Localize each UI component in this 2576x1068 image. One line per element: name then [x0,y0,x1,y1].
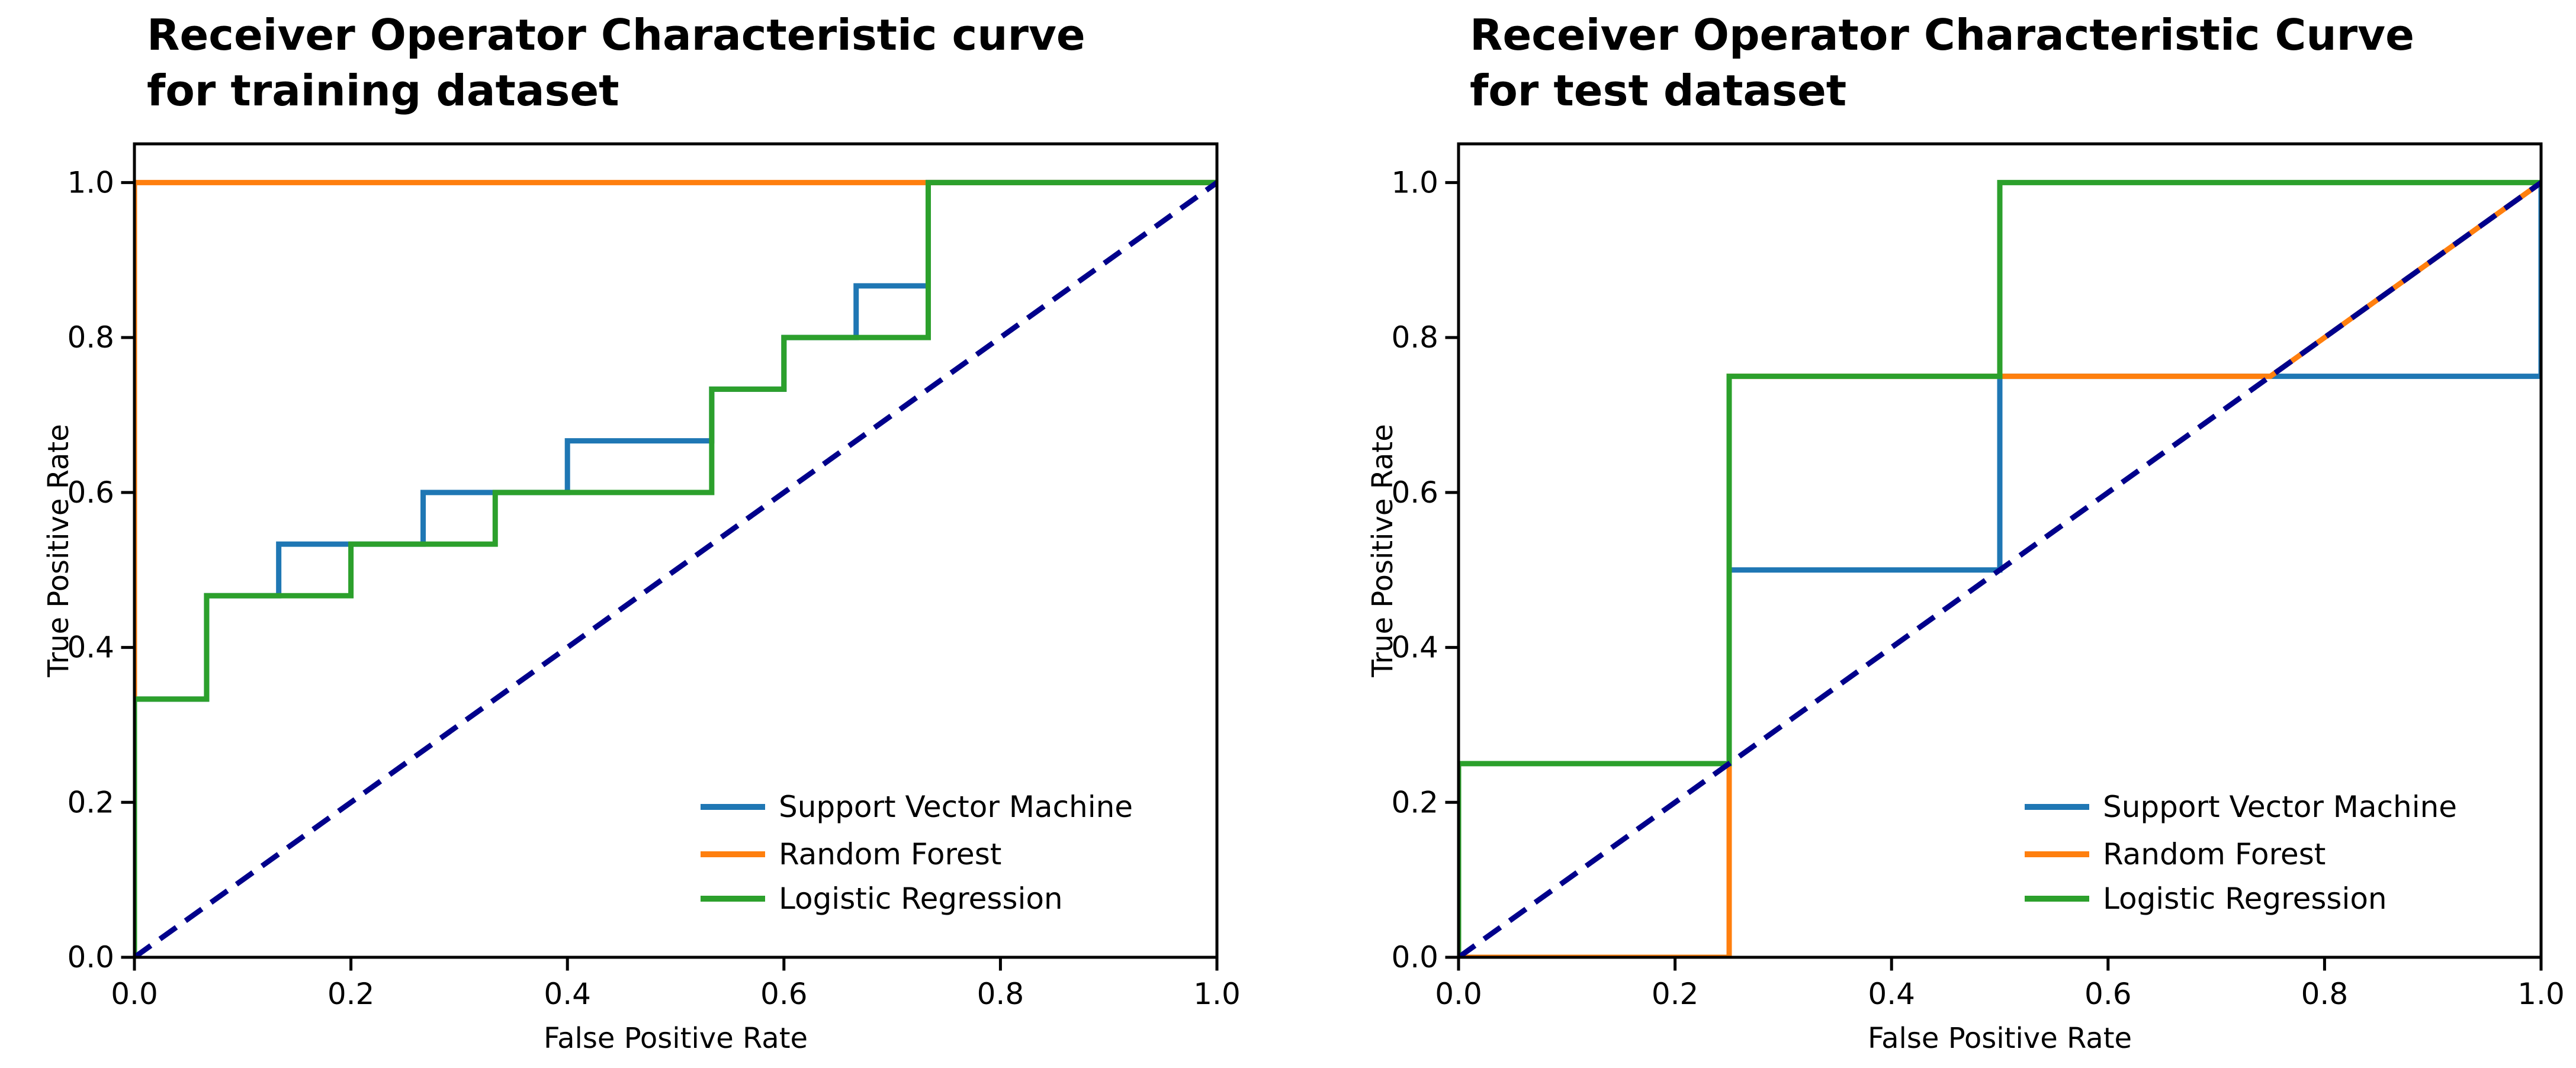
chart-roc-training: Receiver Operator Characteristic curve f… [42,7,1241,1055]
y-tick-label: 0.2 [1391,785,1438,819]
y-tick-label: 0.4 [1391,630,1438,665]
x-tick-label: 0.8 [977,977,1024,1011]
axes-spines [133,142,1219,959]
x-tick-label: 0.2 [1652,977,1699,1011]
y-tick-label: 0.8 [1391,320,1438,355]
chart-title-test: Receiver Operator Characteristic Curve f… [1470,7,2414,118]
chart-title-line2: for test dataset [1470,66,1847,115]
y-tick-label: 1.0 [67,165,114,200]
series-group [134,179,1217,957]
x-tick-label: 0.6 [2084,977,2132,1011]
series-line-logistic-regression [1459,179,2541,957]
legend-label: Random Forest [2103,837,2326,871]
legend-label: Random Forest [779,837,1001,871]
y-tick-label: 0.0 [1391,940,1438,974]
chart-title-line1: Receiver Operator Characteristic curve [147,10,1085,60]
legend-label: Logistic Regression [2103,882,2387,916]
x-tick-label: 0.2 [327,977,375,1011]
y-tick-label: 0.2 [67,785,114,819]
legend-label: Support Vector Machine [779,790,1133,824]
x-tick-label: 1.0 [2517,977,2565,1011]
series-group [1459,179,2541,957]
y-tick-label: 0.6 [1391,475,1438,510]
x-tick-label: 0.4 [544,977,591,1011]
x-tick-label: 1.0 [1193,977,1241,1011]
legend: Support Vector Machine Random Forest Logis… [701,790,1133,916]
chart-roc-test: Receiver Operator Characteristic Curve f… [1288,0,2576,1068]
y-tick-label: 1.0 [1391,165,1438,200]
x-tick-label: 0.4 [1868,977,1915,1011]
legend-label: Logistic Regression [779,882,1063,916]
series-line-random-forest [134,179,1217,957]
x-tick-label: 0.0 [1435,977,1482,1011]
series-line-logistic-regression [134,179,1217,957]
chart-title-line2: for training dataset [147,66,619,115]
y-tick-label: 0.6 [67,475,114,510]
y-tick-label: 0.4 [67,630,114,665]
y-tick-label: 0.8 [67,320,114,355]
x-tick-label: 0.6 [760,977,808,1011]
plot-area-training: 0.0 0.2 0.4 0.6 0.8 1.0 0.0 0.2 0.4 0.6 0.8 1.0 Supp… [67,142,1241,1011]
y-tick-label: 0.0 [67,940,114,974]
x-tick-label: 0.0 [111,977,158,1011]
chance-diagonal-line [1459,180,2541,957]
plot-area-test: 0.0 0.2 0.4 0.6 0.8 1.0 0.0 0.2 0.4 0.6 0.8 1.0 Supp… [1391,142,2565,1011]
x-axis-label: False Positive Rate [543,1022,808,1055]
chance-diagonal-line [134,180,1217,957]
x-axis-label: False Positive Rate [1867,1022,2132,1055]
legend-label: Support Vector Machine [2103,790,2457,824]
chart-title-training: Receiver Operator Characteristic curve f… [147,7,1085,118]
legend: Support Vector Machine Random Forest Logis… [2025,790,2457,916]
axes-spines [1457,142,2543,959]
chart-title-line1: Receiver Operator Characteristic Curve [1470,10,2414,60]
x-tick-label: 0.8 [2301,977,2349,1011]
